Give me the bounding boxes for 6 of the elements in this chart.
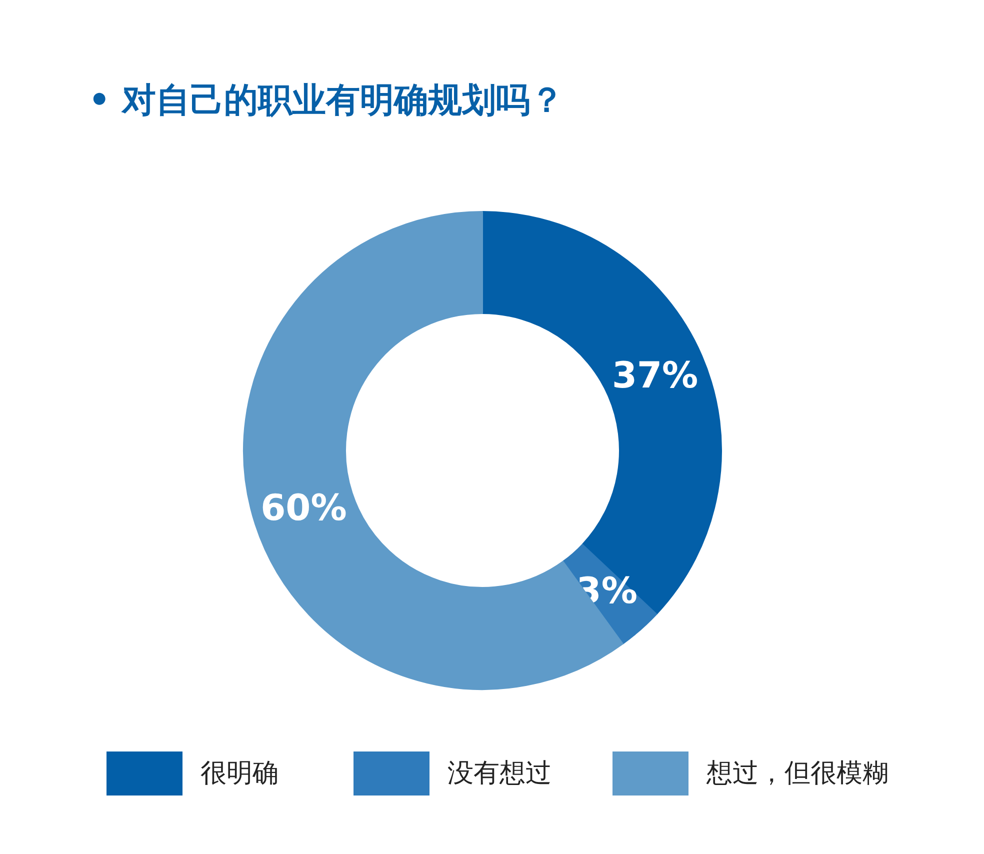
data-label: 60% [260, 488, 347, 530]
legend-label: 想过，但很模糊 [706, 758, 888, 788]
data-label: 37% [612, 355, 698, 396]
chart-title: • 对自己的职业有明确规划吗？ [88, 80, 564, 120]
legend-label: 没有想过 [448, 758, 552, 788]
legend-label: 很明确 [200, 758, 278, 788]
